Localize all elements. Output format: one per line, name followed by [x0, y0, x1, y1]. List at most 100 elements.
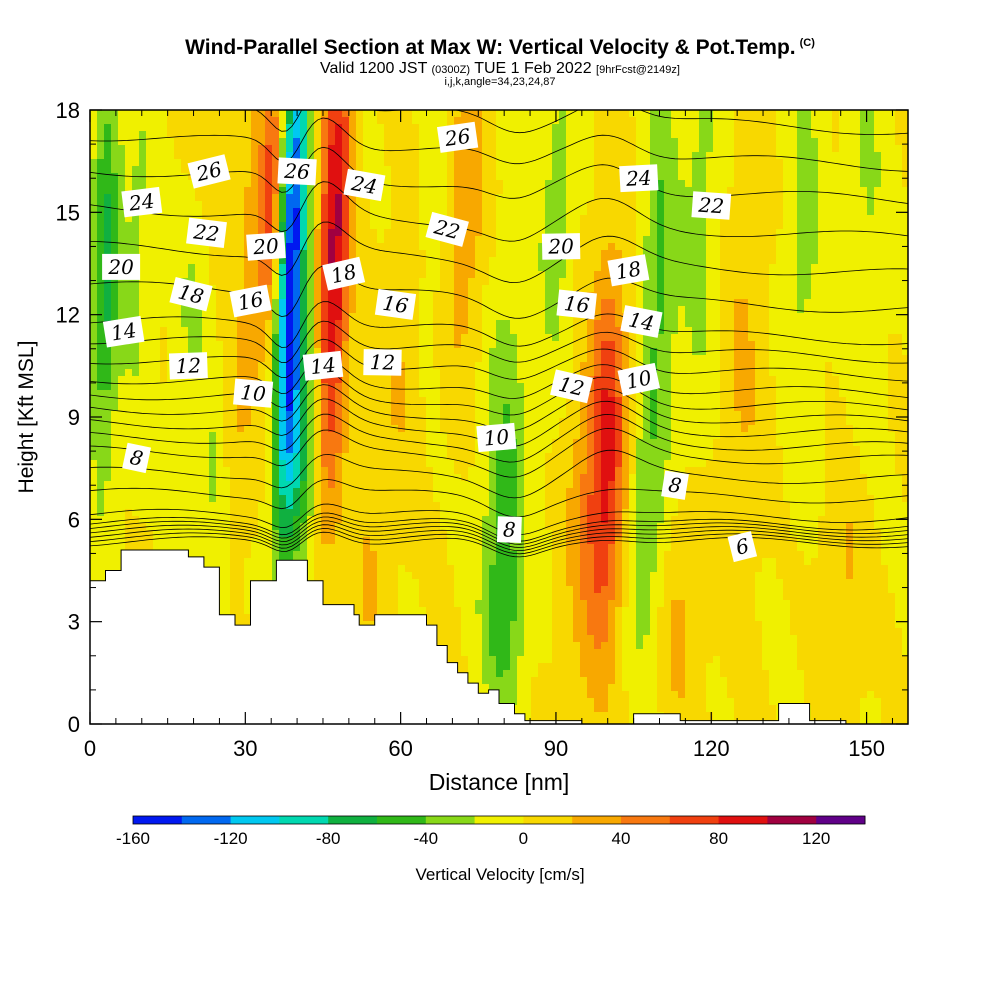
velocity-cell: [90, 495, 98, 503]
velocity-cell: [118, 110, 126, 118]
velocity-cell: [314, 292, 322, 300]
velocity-cell: [272, 166, 280, 174]
velocity-cell: [104, 551, 112, 559]
velocity-cell: [90, 390, 98, 398]
velocity-cell: [356, 201, 364, 209]
velocity-cell: [412, 502, 420, 510]
velocity-cell: [454, 586, 462, 594]
velocity-cell: [195, 474, 203, 482]
velocity-cell: [419, 397, 427, 405]
velocity-cell: [440, 509, 448, 517]
velocity-cell: [174, 145, 182, 153]
velocity-cell: [356, 544, 364, 552]
velocity-cell: [90, 460, 98, 468]
velocity-cell: [104, 544, 112, 552]
velocity-cell: [293, 523, 301, 531]
velocity-cell: [412, 278, 420, 286]
velocity-cell: [209, 278, 217, 286]
velocity-cell: [272, 131, 280, 139]
velocity-cell: [384, 117, 392, 125]
velocity-cell: [461, 285, 469, 293]
velocity-cell: [293, 404, 301, 412]
velocity-cell: [447, 313, 455, 321]
velocity-cell: [223, 306, 231, 314]
velocity-cell: [454, 523, 462, 531]
velocity-cell: [195, 446, 203, 454]
velocity-cell: [244, 579, 252, 587]
velocity-cell: [321, 593, 329, 601]
velocity-cell: [468, 642, 476, 650]
velocity-cell: [272, 257, 280, 265]
velocity-cell: [244, 446, 252, 454]
velocity-cell: [153, 432, 161, 440]
velocity-cell: [314, 138, 322, 146]
velocity-cell: [419, 488, 427, 496]
velocity-cell: [216, 488, 224, 496]
velocity-cell: [335, 383, 343, 391]
velocity-cell: [440, 348, 448, 356]
velocity-cell: [335, 327, 343, 335]
velocity-cell: [328, 502, 336, 510]
velocity-cell: [433, 334, 441, 342]
velocity-cell: [328, 201, 336, 209]
velocity-cell: [475, 649, 483, 657]
velocity-cell: [454, 579, 462, 587]
velocity-cell: [461, 292, 469, 300]
velocity-cell: [90, 229, 98, 237]
velocity-cell: [468, 145, 476, 153]
velocity-cell: [272, 201, 280, 209]
velocity-cell: [468, 348, 476, 356]
velocity-cell: [349, 341, 357, 349]
velocity-cell: [468, 481, 476, 489]
velocity-cell: [118, 460, 126, 468]
velocity-cell: [482, 313, 490, 321]
velocity-cell: [321, 453, 329, 461]
velocity-cell: [307, 306, 315, 314]
velocity-cell: [314, 495, 322, 503]
velocity-cell: [321, 194, 329, 202]
velocity-cell: [419, 593, 427, 601]
velocity-cell: [174, 348, 182, 356]
velocity-cell: [146, 292, 154, 300]
velocity-cell: [370, 278, 378, 286]
velocity-cell: [90, 551, 98, 559]
velocity-cell: [349, 208, 357, 216]
velocity-cell: [307, 558, 315, 566]
velocity-cell: [125, 362, 133, 370]
velocity-cell: [482, 523, 490, 531]
velocity-cell: [181, 117, 189, 125]
velocity-cell: [272, 306, 280, 314]
velocity-cell: [412, 551, 420, 559]
velocity-cell: [405, 411, 413, 419]
velocity-cell: [433, 369, 441, 377]
velocity-cell: [440, 460, 448, 468]
velocity-cell: [433, 551, 441, 559]
velocity-cell: [258, 131, 266, 139]
velocity-cell: [440, 320, 448, 328]
velocity-cell: [405, 362, 413, 370]
velocity-cell: [475, 236, 483, 244]
velocity-cell: [223, 558, 231, 566]
velocity-cell: [307, 439, 315, 447]
velocity-cell: [433, 166, 441, 174]
velocity-cell: [482, 299, 490, 307]
velocity-cell: [104, 229, 112, 237]
velocity-cell: [265, 439, 273, 447]
velocity-cell: [482, 166, 490, 174]
velocity-cell: [167, 257, 175, 265]
velocity-cell: [433, 187, 441, 195]
velocity-cell: [244, 187, 252, 195]
velocity-cell: [461, 397, 469, 405]
velocity-cell: [104, 537, 112, 545]
velocity-cell: [153, 124, 161, 132]
velocity-cell: [195, 201, 203, 209]
velocity-cell: [244, 117, 252, 125]
velocity-cell: [104, 488, 112, 496]
velocity-cell: [195, 208, 203, 216]
velocity-cell: [377, 215, 385, 223]
velocity-cell: [370, 453, 378, 461]
velocity-cell: [230, 264, 238, 272]
velocity-cell: [440, 453, 448, 461]
velocity-cell: [482, 495, 490, 503]
velocity-cell: [349, 502, 357, 510]
